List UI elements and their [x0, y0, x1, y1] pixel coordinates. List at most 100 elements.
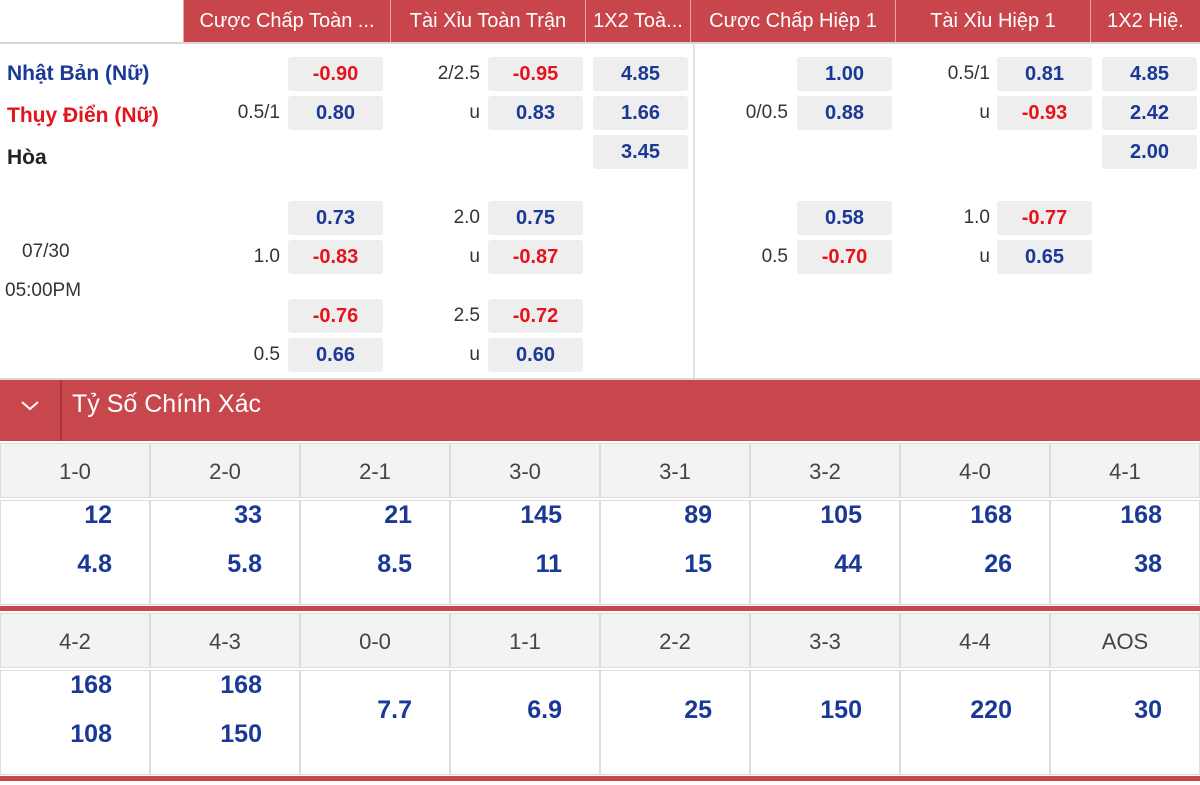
- odds-value[interactable]: -0.87: [488, 240, 583, 274]
- score-cell: [900, 500, 1050, 605]
- score-odds[interactable]: 168: [970, 501, 1012, 529]
- odds-value[interactable]: -0.83: [288, 240, 383, 274]
- odds-value[interactable]: 0.75: [488, 201, 583, 235]
- score-odds[interactable]: 38: [1134, 550, 1162, 578]
- chevron-icon[interactable]: [18, 398, 42, 414]
- score-cell: [300, 500, 450, 605]
- odds-value[interactable]: 2.00: [1102, 135, 1197, 169]
- score-label: AOS: [1050, 613, 1200, 668]
- odds-value[interactable]: 0.73: [288, 201, 383, 235]
- line-value: u: [469, 102, 480, 123]
- odds-value[interactable]: 3.45: [593, 135, 688, 169]
- match-date: 07/30: [22, 241, 70, 262]
- score-odds[interactable]: 168: [1120, 501, 1162, 529]
- odds-value[interactable]: 0.65: [997, 240, 1092, 274]
- score-odds[interactable]: 108: [70, 720, 112, 748]
- odds-value[interactable]: 1.00: [797, 57, 892, 91]
- score-label: 4-0: [900, 443, 1050, 498]
- score-label: 2-0: [150, 443, 300, 498]
- score-label: 2-1: [300, 443, 450, 498]
- odds-value[interactable]: 0.60: [488, 338, 583, 372]
- column-header[interactable]: Cược Chấp Hiệp 1: [690, 0, 895, 42]
- score-odds[interactable]: 15: [684, 550, 712, 578]
- odds-value[interactable]: 0.80: [288, 96, 383, 130]
- score-odds[interactable]: 220: [970, 696, 1012, 724]
- half-divider: [693, 44, 695, 380]
- header-rule: [0, 42, 1200, 44]
- score-odds[interactable]: 5.8: [227, 550, 262, 578]
- line-value: 0.5: [761, 246, 788, 267]
- column-header[interactable]: Cược Chấp Toàn ...: [183, 0, 390, 42]
- score-cell: [600, 500, 750, 605]
- red-rule: [0, 606, 1200, 611]
- section-header[interactable]: [0, 380, 1200, 441]
- score-odds[interactable]: 6.9: [527, 696, 562, 724]
- score-cell: [600, 670, 750, 775]
- odds-value[interactable]: -0.76: [288, 299, 383, 333]
- odds-value[interactable]: 0.83: [488, 96, 583, 130]
- score-odds[interactable]: 8.5: [377, 550, 412, 578]
- score-cell: [150, 670, 300, 775]
- odds-value[interactable]: 2.42: [1102, 96, 1197, 130]
- column-header[interactable]: 1X2 Hiệ.: [1090, 0, 1200, 42]
- line-value: 0.5/1: [237, 102, 280, 123]
- score-odds[interactable]: 89: [684, 501, 712, 529]
- score-odds[interactable]: 12: [84, 501, 112, 529]
- score-odds[interactable]: 11: [535, 550, 562, 578]
- score-cell: [0, 500, 150, 605]
- odds-value[interactable]: -0.95: [488, 57, 583, 91]
- score-label: 4-2: [0, 613, 150, 668]
- line-value: 1.0: [253, 246, 280, 267]
- score-odds[interactable]: 145: [520, 501, 562, 529]
- score-odds[interactable]: 168: [70, 671, 112, 699]
- odds-value[interactable]: -0.90: [288, 57, 383, 91]
- score-odds[interactable]: 4.8: [77, 550, 112, 578]
- line-value: 0.5/1: [947, 63, 990, 84]
- score-odds[interactable]: 150: [220, 720, 262, 748]
- section-rule: [0, 378, 1200, 380]
- score-label: 1-1: [450, 613, 600, 668]
- score-odds[interactable]: 44: [834, 550, 862, 578]
- score-cell: [750, 670, 900, 775]
- odds-value[interactable]: 4.85: [593, 57, 688, 91]
- score-label: 0-0: [300, 613, 450, 668]
- line-value: u: [469, 344, 480, 365]
- odds-value[interactable]: 0.66: [288, 338, 383, 372]
- line-value: u: [469, 246, 480, 267]
- line-value: 0/0.5: [745, 102, 788, 123]
- score-odds[interactable]: 33: [234, 501, 262, 529]
- line-value: u: [979, 246, 990, 267]
- score-odds[interactable]: 30: [1134, 696, 1162, 724]
- score-cell: [750, 500, 900, 605]
- odds-value[interactable]: -0.77: [997, 201, 1092, 235]
- column-header[interactable]: Tài Xỉu Hiệp 1: [895, 0, 1090, 42]
- odds-value[interactable]: 0.81: [997, 57, 1092, 91]
- odds-value[interactable]: -0.93: [997, 96, 1092, 130]
- score-odds[interactable]: 26: [984, 550, 1012, 578]
- score-label: 4-3: [150, 613, 300, 668]
- line-value: 2.5: [453, 305, 480, 326]
- odds-value[interactable]: 0.88: [797, 96, 892, 130]
- score-odds[interactable]: 7.7: [377, 696, 412, 724]
- odds-value[interactable]: 4.85: [1102, 57, 1197, 91]
- score-label: 2-2: [600, 613, 750, 668]
- line-value: 2.0: [453, 207, 480, 228]
- score-cell: [450, 500, 600, 605]
- draw-label: Hòa: [7, 146, 47, 169]
- score-odds[interactable]: 105: [820, 501, 862, 529]
- score-odds[interactable]: 150: [820, 696, 862, 724]
- score-odds[interactable]: 168: [220, 671, 262, 699]
- odds-value[interactable]: -0.70: [797, 240, 892, 274]
- odds-value[interactable]: 0.58: [797, 201, 892, 235]
- chevron-separator: [60, 380, 62, 441]
- score-odds[interactable]: 25: [684, 696, 712, 724]
- score-odds[interactable]: 21: [384, 501, 412, 529]
- score-label: 4-4: [900, 613, 1050, 668]
- red-rule: [0, 776, 1200, 781]
- odds-value[interactable]: -0.72: [488, 299, 583, 333]
- column-header[interactable]: Tài Xỉu Toàn Trận: [390, 0, 585, 42]
- column-header[interactable]: 1X2 Toà...: [585, 0, 690, 42]
- odds-value[interactable]: 1.66: [593, 96, 688, 130]
- away-team: Thụy Điển (Nữ): [7, 104, 159, 127]
